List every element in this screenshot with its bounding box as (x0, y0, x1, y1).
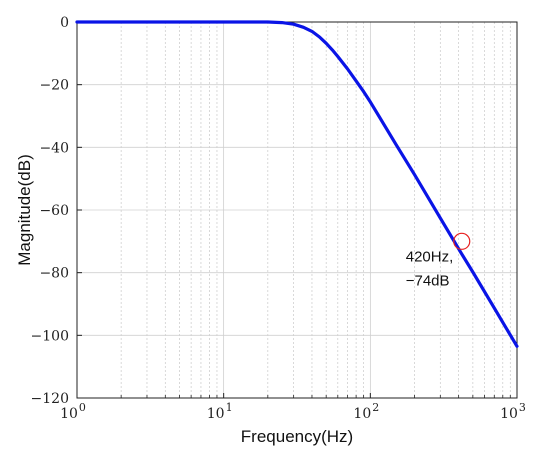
y-tick-label: 0 (60, 15, 69, 31)
y-tick-label: −40 (39, 140, 69, 156)
y-tick-label: −20 (39, 78, 69, 94)
x-tick-exponent: 0 (79, 401, 86, 414)
x-axis-title: Frequency(Hz) (241, 427, 353, 446)
x-tick-label: 102 (353, 401, 379, 422)
x-tick-exponent: 1 (226, 401, 233, 414)
annotation-marker (453, 232, 471, 250)
annotation-frequency-label: 420Hz, (406, 248, 454, 265)
y-axis-title: Magnitude(dB) (15, 154, 34, 266)
y-tick-label: −100 (31, 328, 69, 344)
grid-layer (77, 22, 517, 398)
x-tick-label: 103 (500, 401, 526, 422)
y-tick-label: −120 (31, 391, 69, 407)
x-tick-label: 101 (207, 401, 233, 422)
x-tick-exponent: 2 (372, 401, 379, 414)
y-tick-label: −80 (39, 266, 69, 282)
x-tick-exponent: 3 (519, 401, 526, 414)
series-layer (75, 20, 519, 348)
annotation-layer: 420Hz, −74dB (406, 232, 471, 289)
series-line (75, 20, 519, 348)
y-tick-label: −60 (39, 203, 69, 219)
annotation-magnitude-label: −74dB (406, 272, 450, 289)
